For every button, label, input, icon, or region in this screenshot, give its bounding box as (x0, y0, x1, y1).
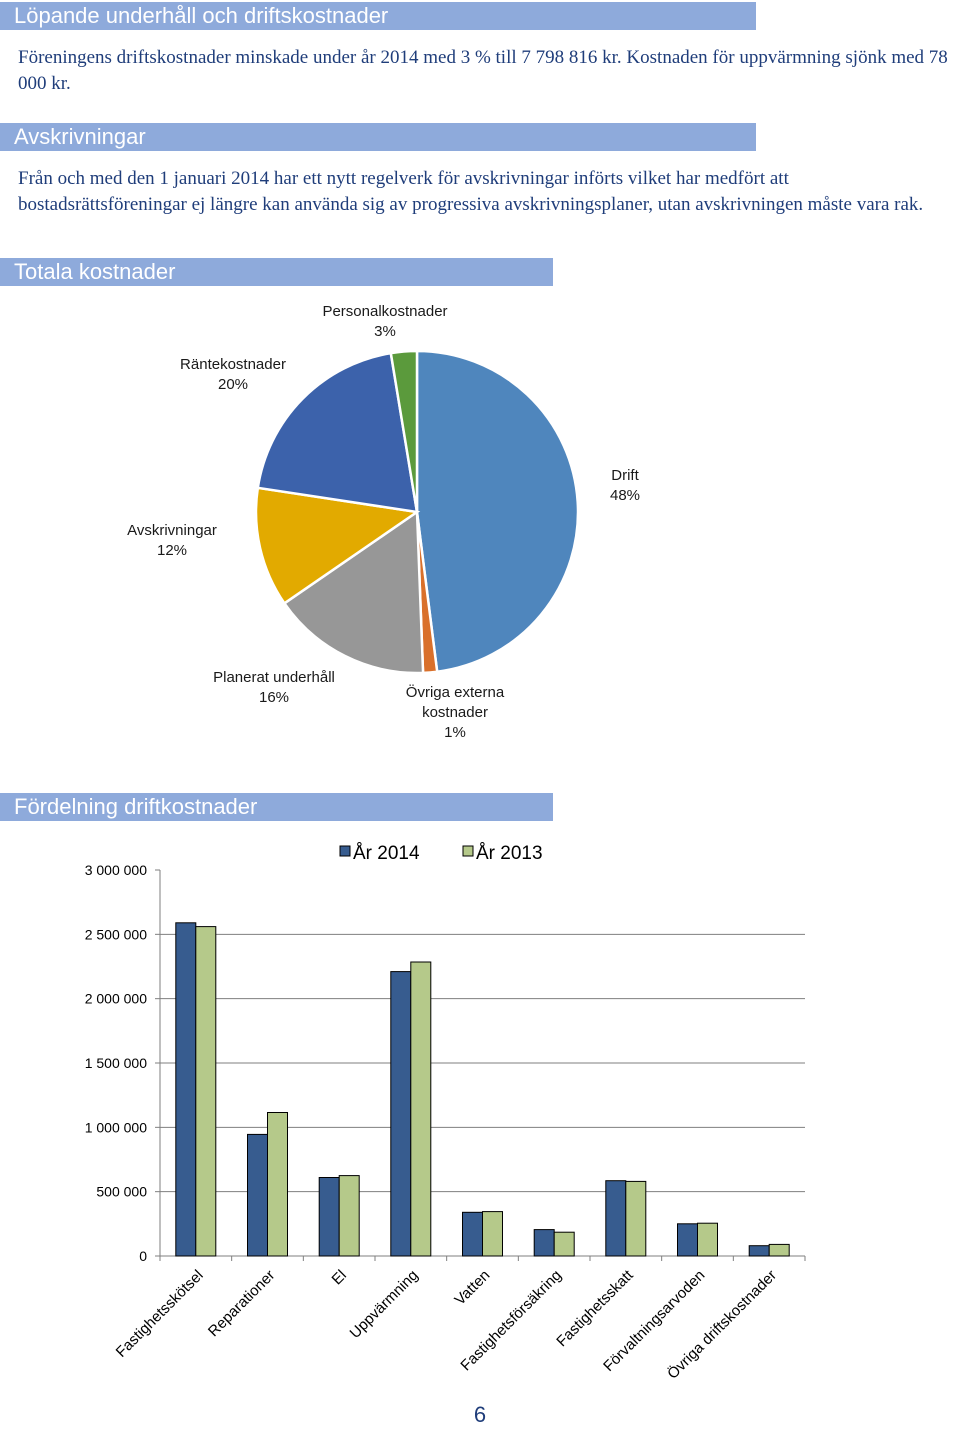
bar-fastighetsskotsel-ar-2014 (175, 922, 197, 1257)
pie-slice-planerat-underhall (282, 509, 425, 675)
pie-slice-personalkostnader (389, 349, 419, 513)
bar-el-ar-2013 (338, 1175, 360, 1257)
y-tick-label: 1 500 000 (85, 1055, 147, 1071)
pie-label-drift: Drift 48% (610, 467, 640, 504)
bar-fastighetsskotsel-ar-2013 (195, 926, 217, 1257)
heading-lopande-underhall: Löpande underhåll och driftskostnader (0, 2, 756, 30)
heading-avskrivningar: Avskrivningar (0, 123, 756, 151)
bar-reparationer-ar-2013 (267, 1112, 288, 1257)
pie-chart: Drift 48% Övriga externa kostnader 1% Planera… (127, 303, 640, 741)
bar-chart: 0 500 000 1 000 000 1 500 000 2 000 000 2 500… (0, 830, 826, 1383)
page-number: 6 (473, 1402, 487, 1427)
x-label-uppvarmning: Uppvärmning (347, 1267, 422, 1342)
pie-label-planerat-underhall: Planerat underhåll 16% (213, 669, 335, 706)
pie-label-rantekostnader: Räntekostnader 20% (180, 356, 286, 393)
bar-fastighetsforsakring-ar-2013 (553, 1231, 575, 1257)
y-tick-label: 0 (139, 1248, 147, 1264)
x-label-el: El (329, 1267, 350, 1288)
bar-ovriga-driftskostnader-ar-2013 (768, 1243, 790, 1257)
y-tick-label: 2 000 000 (85, 991, 147, 1007)
heading-totala-kostnader: Totala kostnader (0, 258, 553, 286)
x-label-vatten: Vatten (451, 1267, 493, 1309)
bar-fastighetsskatt-ar-2014 (605, 1180, 627, 1257)
paragraph-driftskostnader: Föreningens driftskostnader minskade und… (18, 47, 948, 94)
bar-el-ar-2014 (318, 1177, 340, 1257)
y-tick-label: 1 000 000 (85, 1119, 147, 1135)
paragraph-avskrivningar: Från och med den 1 januari 2014 har ett … (18, 168, 924, 215)
x-label-reparationer: Reparationer (205, 1267, 278, 1340)
bar-uppvarmning-ar-2014 (390, 971, 412, 1257)
bar-uppvarmning-ar-2013 (410, 961, 432, 1257)
pie-slice-drift (415, 349, 580, 674)
bar-ovriga-driftskostnader-ar-2014 (748, 1245, 770, 1257)
y-tick-label: 3 000 000 (85, 862, 147, 878)
bar-fastighetsforsakring-ar-2014 (533, 1229, 555, 1257)
pie-slice-rantekostnader (256, 351, 419, 514)
y-tick-label: 500 000 (96, 1184, 147, 1200)
bar-forvaltningsarvoden-ar-2013 (697, 1222, 718, 1257)
bar-reparationer-ar-2014 (247, 1133, 268, 1257)
bar-vatten-ar-2014 (462, 1211, 483, 1257)
legend-label-ar-2014: År 2014 (353, 843, 420, 864)
bar-fastighetsskatt-ar-2013 (625, 1180, 647, 1257)
pie-label-ovriga-externa-kostnader: Övriga externa kostnader 1% (406, 683, 505, 741)
bar-forvaltningsarvoden-ar-2014 (677, 1223, 698, 1257)
legend-swatch-ar-2013 (462, 845, 474, 857)
heading-fordelning-driftkostnader: Fördelning driftkostnader (0, 793, 553, 821)
legend-swatch-ar-2014 (339, 845, 351, 857)
y-tick-label: 2 500 000 (85, 926, 147, 942)
pie-label-personalkostnader: Personalkostnader 3% (322, 303, 447, 340)
legend-label-ar-2013: År 2013 (476, 843, 543, 864)
bar-vatten-ar-2013 (482, 1211, 503, 1257)
x-label-fastighetsskotsel: Fastighetsskötsel (113, 1267, 207, 1361)
pie-slice-avskrivningar (254, 486, 421, 606)
pie-label-avskrivningar: Avskrivningar 12% (127, 522, 217, 559)
